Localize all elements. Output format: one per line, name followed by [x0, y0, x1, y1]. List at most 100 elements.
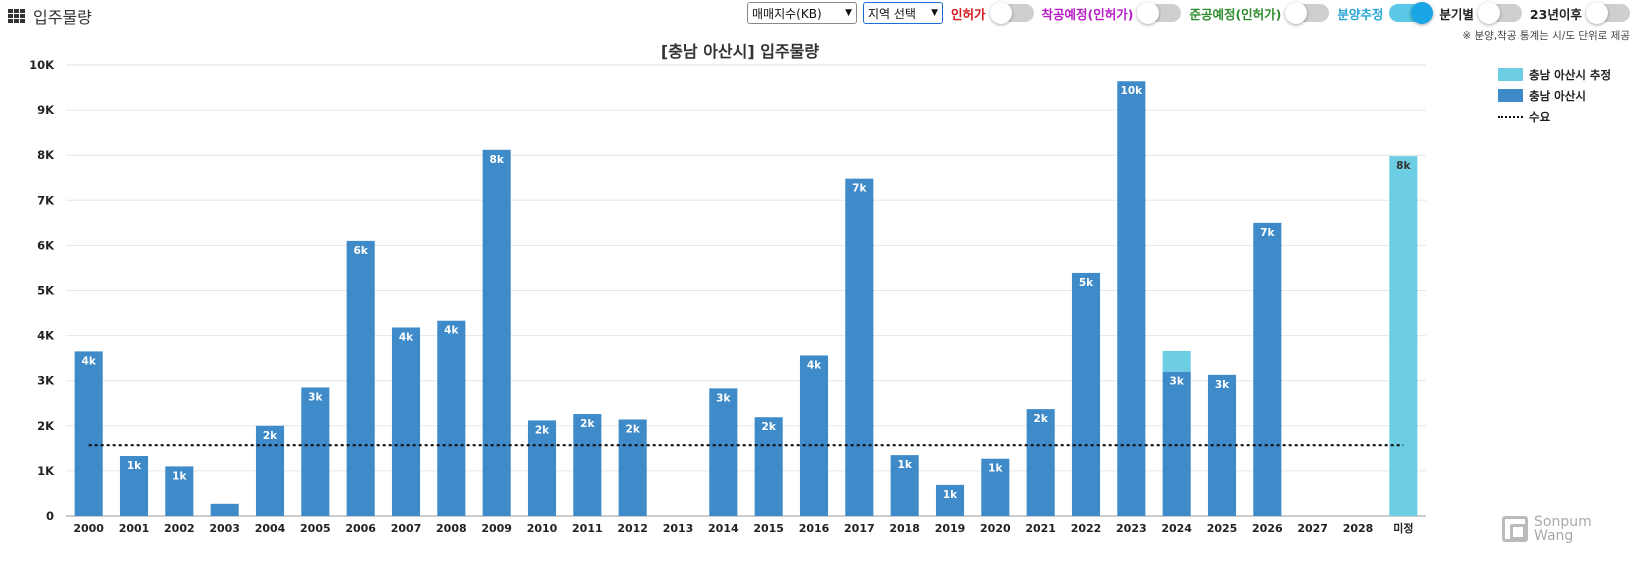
- toggle-5[interactable]: 23년이후: [1530, 2, 1630, 24]
- bar-actual: [935, 484, 965, 516]
- toggle-label: 분양추정: [1337, 6, 1384, 22]
- bar-actual: [1071, 272, 1101, 516]
- data-label: 3k: [716, 392, 731, 404]
- y-tick-label: 5K: [37, 284, 55, 298]
- toggle-2[interactable]: 준공예정(인허가): [1189, 2, 1330, 24]
- bar-actual: [255, 425, 285, 516]
- toggle-switch[interactable]: [989, 2, 1034, 24]
- bar-actual: [482, 149, 511, 516]
- y-tick-label: 4K: [37, 329, 55, 343]
- data-label: 2k: [626, 423, 641, 435]
- bar-actual: [210, 503, 239, 516]
- data-label: 2k: [1034, 413, 1049, 425]
- data-label: 4k: [807, 359, 822, 371]
- bar-actual: [391, 327, 421, 516]
- x-tick-label: 2003: [209, 522, 240, 535]
- toggle-knob: [989, 2, 1012, 24]
- x-tick-label: 2005: [300, 522, 331, 535]
- data-label: 1k: [988, 463, 1003, 475]
- data-label: 3k: [1170, 376, 1185, 388]
- toggle-4[interactable]: 분기별: [1439, 2, 1522, 24]
- bar-actual: [618, 419, 647, 516]
- toggle-0[interactable]: 인허가: [951, 2, 1034, 24]
- legend-label: 충남 아산시 추정: [1529, 67, 1612, 82]
- toggle-switch[interactable]: [1137, 2, 1182, 24]
- y-tick-label: 6K: [37, 238, 55, 252]
- bar-actual: [527, 420, 557, 516]
- legend: 충남 아산시 추정 충남 아산시 수요: [1498, 64, 1611, 127]
- data-label: 10k: [1121, 85, 1144, 97]
- bar-actual: [437, 320, 466, 516]
- x-tick-label: 2025: [1207, 522, 1238, 535]
- chart-title: [충남 아산시] 입주물량: [660, 42, 820, 61]
- region-select[interactable]: 지역 선택 ▼: [863, 2, 943, 24]
- x-tick-label: 미정: [1393, 521, 1413, 535]
- data-label: 8k: [1396, 160, 1411, 172]
- toggle-switch[interactable]: [1477, 2, 1522, 24]
- bar-actual: [165, 466, 194, 516]
- legend-item-actual[interactable]: 충남 아산시: [1498, 85, 1611, 106]
- toggle-switch[interactable]: [1285, 2, 1330, 24]
- toggle-label: 인허가: [951, 6, 986, 22]
- x-tick-label: 2000: [73, 522, 104, 535]
- region-value: 지역 선택: [868, 6, 916, 21]
- data-label: 5k: [1079, 277, 1094, 289]
- y-tick-label: 0: [46, 509, 54, 523]
- x-tick-label: 2026: [1252, 522, 1283, 535]
- x-tick-label: 2021: [1025, 522, 1056, 535]
- data-label: 1k: [943, 489, 958, 501]
- x-tick-label: 2015: [753, 522, 784, 535]
- x-tick-label: 2002: [164, 522, 195, 535]
- x-tick-label: 2024: [1161, 522, 1192, 535]
- y-tick-label: 3K: [37, 374, 55, 388]
- bar-actual: [573, 414, 602, 516]
- y-tick-label: 8K: [37, 148, 55, 162]
- bar-actual: [346, 240, 375, 516]
- data-label: 3k: [308, 391, 323, 403]
- bar-actual: [1253, 222, 1282, 516]
- app-header: 입주물량: [8, 4, 92, 28]
- data-label: 1k: [898, 459, 913, 471]
- toggle-switch[interactable]: [1585, 2, 1630, 24]
- bar-estimate: [1389, 156, 1418, 517]
- y-tick-label: 9K: [37, 103, 55, 117]
- legend-swatch: [1498, 68, 1523, 81]
- y-tick-label: 1K: [37, 464, 55, 478]
- toggle-knob: [1285, 2, 1308, 24]
- data-label: 2k: [762, 421, 777, 433]
- toggle-knob: [1585, 2, 1608, 24]
- x-tick-label: 2027: [1297, 522, 1328, 535]
- y-tick-label: 2K: [37, 419, 55, 433]
- price-index-select[interactable]: 매매지수(KB) ▼: [747, 2, 857, 24]
- x-tick-label: 2013: [663, 522, 694, 535]
- toggle-3[interactable]: 분양추정: [1337, 2, 1434, 24]
- grid-menu-icon[interactable]: [8, 8, 25, 24]
- brand-logo: Sonpum Wang: [1502, 515, 1592, 543]
- data-label: 4k: [82, 355, 97, 367]
- bar-estimate: [1162, 350, 1191, 372]
- toggle-1[interactable]: 착공예정(인허가): [1041, 2, 1182, 24]
- toggle-label: 착공예정(인허가): [1041, 6, 1134, 22]
- legend-item-demand[interactable]: 수요: [1498, 106, 1611, 127]
- data-label: 3k: [1215, 379, 1230, 391]
- price-index-value: 매매지수(KB): [752, 6, 822, 21]
- x-tick-label: 2006: [345, 522, 376, 535]
- data-label: 7k: [852, 183, 867, 195]
- controls: 매매지수(KB) ▼ 지역 선택 ▼ 인허가 착공예정(인허가) 준공예정(인허가)…: [747, 1, 1630, 25]
- y-tick-label: 7K: [37, 193, 55, 207]
- toggle-knob: [1477, 2, 1500, 24]
- logo-line-2: Wang: [1534, 528, 1574, 544]
- data-label: 4k: [399, 331, 414, 343]
- toggle-switch[interactable]: [1389, 2, 1434, 24]
- stats-note: ※ 분양,착공 통계는 시/도 단위로 제공: [1462, 30, 1630, 42]
- bar-actual: [1026, 409, 1055, 516]
- bar-actual: [1162, 371, 1191, 516]
- x-tick-label: 2028: [1343, 522, 1374, 535]
- bar-actual: [845, 178, 874, 517]
- x-tick-label: 2023: [1116, 522, 1147, 535]
- bar-actual: [754, 417, 783, 516]
- bar-actual: [981, 458, 1010, 516]
- data-label: 7k: [1260, 227, 1275, 239]
- legend-item-estimate[interactable]: 충남 아산시 추정: [1498, 64, 1611, 85]
